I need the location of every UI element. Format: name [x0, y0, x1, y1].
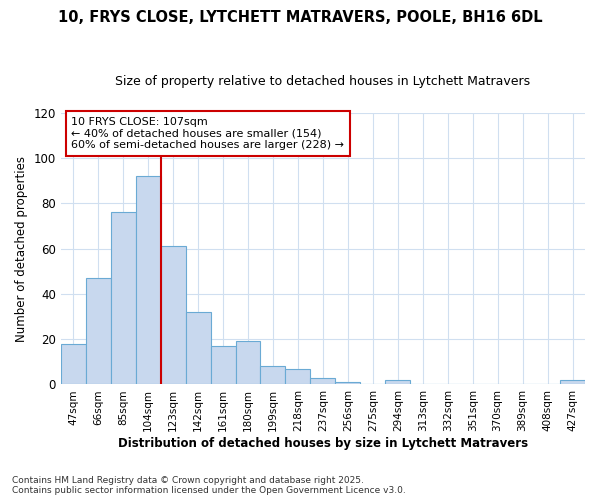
Bar [86, 278, 111, 384]
Bar [136, 176, 161, 384]
Bar [385, 380, 410, 384]
Bar [185, 312, 211, 384]
Bar [111, 212, 136, 384]
Y-axis label: Number of detached properties: Number of detached properties [15, 156, 28, 342]
Bar [560, 380, 585, 384]
Bar [211, 346, 236, 385]
Bar [161, 246, 185, 384]
Bar [236, 342, 260, 384]
Bar [61, 344, 86, 384]
Bar [260, 366, 286, 384]
X-axis label: Distribution of detached houses by size in Lytchett Matravers: Distribution of detached houses by size … [118, 437, 528, 450]
Title: Size of property relative to detached houses in Lytchett Matravers: Size of property relative to detached ho… [115, 75, 530, 88]
Text: 10 FRYS CLOSE: 107sqm
← 40% of detached houses are smaller (154)
60% of semi-det: 10 FRYS CLOSE: 107sqm ← 40% of detached … [71, 117, 344, 150]
Text: 10, FRYS CLOSE, LYTCHETT MATRAVERS, POOLE, BH16 6DL: 10, FRYS CLOSE, LYTCHETT MATRAVERS, POOL… [58, 10, 542, 25]
Bar [286, 368, 310, 384]
Bar [335, 382, 361, 384]
Bar [310, 378, 335, 384]
Text: Contains HM Land Registry data © Crown copyright and database right 2025.
Contai: Contains HM Land Registry data © Crown c… [12, 476, 406, 495]
